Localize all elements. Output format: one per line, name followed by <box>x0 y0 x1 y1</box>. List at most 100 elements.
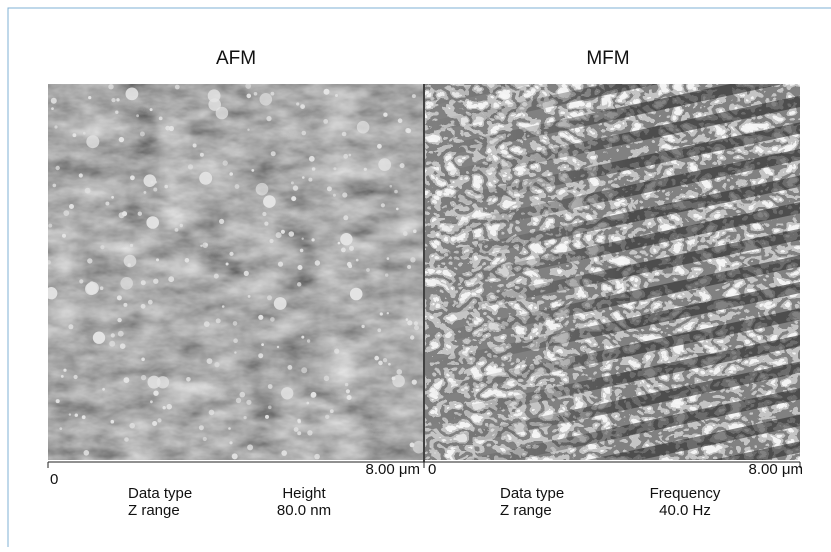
grain <box>247 295 251 298</box>
grain <box>325 414 330 419</box>
grain <box>329 409 334 414</box>
grain <box>118 136 125 143</box>
z-range-value: 40.0 Hz <box>659 502 711 519</box>
grain <box>366 268 370 272</box>
grain <box>123 254 137 268</box>
grain <box>263 195 276 208</box>
grain <box>179 223 183 228</box>
grain <box>51 107 54 110</box>
grain <box>136 114 140 118</box>
grain <box>202 436 207 442</box>
grain <box>344 382 349 387</box>
grain <box>247 128 250 131</box>
panel-title: AFM <box>216 48 256 69</box>
z-range-label: Z range <box>128 502 180 519</box>
grain <box>214 362 220 368</box>
grain <box>287 365 293 370</box>
grain <box>208 409 215 416</box>
grain <box>405 318 409 321</box>
grain <box>399 163 405 169</box>
grain <box>149 108 153 112</box>
grain <box>281 387 294 400</box>
grain <box>124 437 129 442</box>
grain <box>139 131 145 137</box>
grain <box>213 273 219 279</box>
grain <box>342 192 348 198</box>
grain <box>116 98 120 102</box>
grain <box>277 261 284 267</box>
grain <box>55 399 60 404</box>
grain <box>130 175 135 181</box>
grain <box>307 430 313 436</box>
grain <box>396 369 403 375</box>
grain <box>156 376 170 389</box>
afm-image <box>48 84 423 460</box>
grain <box>81 415 86 420</box>
grain <box>117 330 124 337</box>
grain <box>87 258 93 264</box>
grain <box>413 321 418 326</box>
grain <box>235 397 242 404</box>
grain <box>68 413 72 416</box>
grain <box>268 405 272 410</box>
grain <box>48 260 51 265</box>
grain <box>405 128 411 133</box>
grain <box>288 231 295 237</box>
grain <box>262 211 267 217</box>
grain <box>192 143 197 148</box>
grain <box>111 195 114 199</box>
grain <box>392 374 405 388</box>
grain <box>349 245 354 251</box>
grain <box>198 425 204 431</box>
grain <box>380 203 385 208</box>
grain <box>323 119 329 124</box>
grain <box>297 282 302 287</box>
grain <box>386 257 390 260</box>
grain <box>88 96 92 100</box>
grain <box>311 167 316 171</box>
grain <box>301 237 304 240</box>
grain <box>168 125 174 132</box>
grain <box>84 187 91 194</box>
grain <box>73 374 78 380</box>
grain <box>326 186 332 192</box>
grain <box>141 357 145 362</box>
grain <box>119 343 126 350</box>
grain <box>411 379 417 385</box>
grain <box>79 279 84 284</box>
grain <box>143 174 157 187</box>
grain <box>63 368 67 372</box>
grain <box>385 273 389 277</box>
grain <box>187 164 194 170</box>
data-type-value: Frequency <box>650 485 721 502</box>
grain <box>253 92 258 96</box>
grain <box>54 125 58 129</box>
grain <box>186 377 191 382</box>
grain <box>280 229 285 234</box>
grain <box>407 320 413 326</box>
axis-end: 8.00 μm <box>749 461 804 478</box>
grain <box>243 416 247 420</box>
grain <box>346 395 352 400</box>
grain <box>146 216 159 229</box>
grain <box>184 258 190 263</box>
grain <box>162 406 166 410</box>
grain <box>414 325 419 331</box>
grain <box>140 303 146 309</box>
data-type-label: Data type <box>128 485 192 502</box>
grain <box>125 87 139 101</box>
grain <box>297 431 302 436</box>
grain <box>215 106 229 120</box>
grain <box>308 177 313 182</box>
grain <box>85 282 98 296</box>
grain <box>158 116 163 121</box>
grain <box>143 191 147 194</box>
grain <box>267 295 272 301</box>
grain <box>251 169 255 172</box>
grain <box>301 367 308 374</box>
grain <box>413 229 417 233</box>
grain <box>306 401 310 405</box>
grain <box>174 228 179 232</box>
grain <box>343 215 349 221</box>
grain <box>314 453 320 460</box>
